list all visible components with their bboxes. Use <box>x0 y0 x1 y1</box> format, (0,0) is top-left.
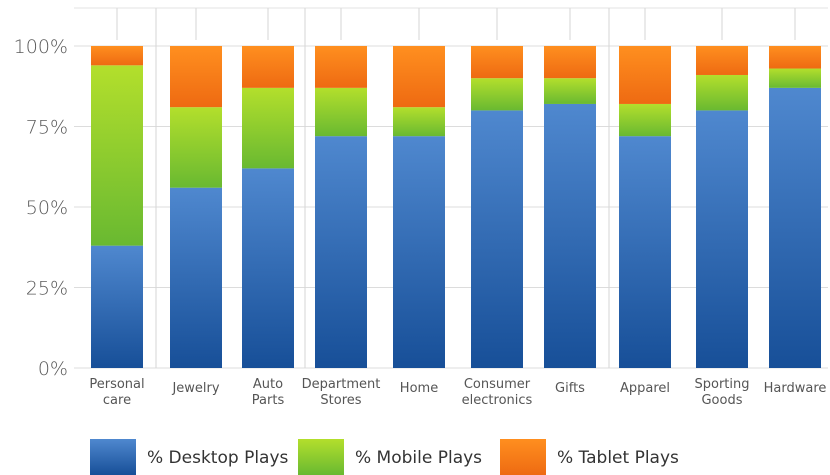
bar-segment-desktop-plays <box>696 110 748 369</box>
bar-segment-mobile-plays <box>471 78 523 111</box>
x-tick-label: Apparel <box>620 381 670 396</box>
y-tick-label: 50% <box>26 197 68 219</box>
x-tick-label: Sporting Goods <box>694 377 749 408</box>
bar-segment-tablet-plays <box>769 46 821 69</box>
bar-segment-desktop-plays <box>170 187 222 368</box>
y-tick-label: 0% <box>38 358 68 380</box>
bar-segment-mobile-plays <box>769 68 821 88</box>
legend-item: % Desktop Plays <box>90 439 289 475</box>
bar-segment-desktop-plays <box>471 110 523 369</box>
bar-segment-tablet-plays <box>544 46 596 79</box>
bar-segment-desktop-plays <box>315 136 367 368</box>
bar-segment-desktop-plays <box>544 103 596 369</box>
bar-segment-mobile-plays <box>315 87 367 137</box>
bar-segment-desktop-plays <box>619 136 671 368</box>
bar-segment-tablet-plays <box>91 46 143 66</box>
bar-segment-mobile-plays <box>91 65 143 246</box>
bar-segment-mobile-plays <box>242 87 294 169</box>
x-tick-label: Department Stores <box>302 377 381 408</box>
legend-swatch <box>500 439 546 475</box>
bar-segment-tablet-plays <box>619 46 671 104</box>
legend-label: % Desktop Plays <box>147 448 289 468</box>
x-tick-label: Home <box>400 381 438 396</box>
y-tick-label: 25% <box>26 278 68 300</box>
bar-segment-mobile-plays <box>393 107 445 137</box>
x-tick-label: Personal care <box>89 377 144 408</box>
bar-segment-tablet-plays <box>315 46 367 88</box>
bar-segment-tablet-plays <box>170 46 222 108</box>
bars <box>91 46 821 369</box>
bar-segment-tablet-plays <box>242 46 294 88</box>
x-tick-label: Hardware <box>764 381 827 396</box>
bar-segment-desktop-plays <box>769 87 821 369</box>
x-tick-label: Jewelry <box>171 381 219 396</box>
legend-item: % Tablet Plays <box>500 439 679 475</box>
x-tick-label: Gifts <box>555 381 585 396</box>
bar-segment-mobile-plays <box>696 74 748 111</box>
bar-segment-desktop-plays <box>393 136 445 368</box>
x-tick-label: Consumer electronics <box>462 377 533 408</box>
x-axis: Personal care Jewelry Auto Parts Department St… <box>89 377 826 408</box>
legend-label: % Mobile Plays <box>355 448 482 468</box>
bar-segment-desktop-plays <box>242 168 294 368</box>
bar-segment-tablet-plays <box>471 46 523 79</box>
bar-segment-mobile-plays <box>619 103 671 137</box>
y-tick-label: 100% <box>14 36 68 58</box>
bar-segment-mobile-plays <box>170 107 222 188</box>
y-tick-label: 75% <box>26 117 68 139</box>
legend-swatch <box>90 439 136 475</box>
bar-segment-mobile-plays <box>544 78 596 104</box>
legend-swatch <box>298 439 344 475</box>
bar-segment-tablet-plays <box>696 46 748 75</box>
legend-label: % Tablet Plays <box>557 448 679 468</box>
x-tick-label: Auto Parts <box>252 377 285 408</box>
bar-segment-desktop-plays <box>91 245 143 368</box>
legend-item: % Mobile Plays <box>298 439 482 475</box>
y-axis: 0% 25% 50% 75% 100% <box>14 36 68 380</box>
bar-segment-tablet-plays <box>393 46 445 108</box>
legend: % Desktop Plays % Mobile Plays % Tablet Pl… <box>90 439 679 475</box>
